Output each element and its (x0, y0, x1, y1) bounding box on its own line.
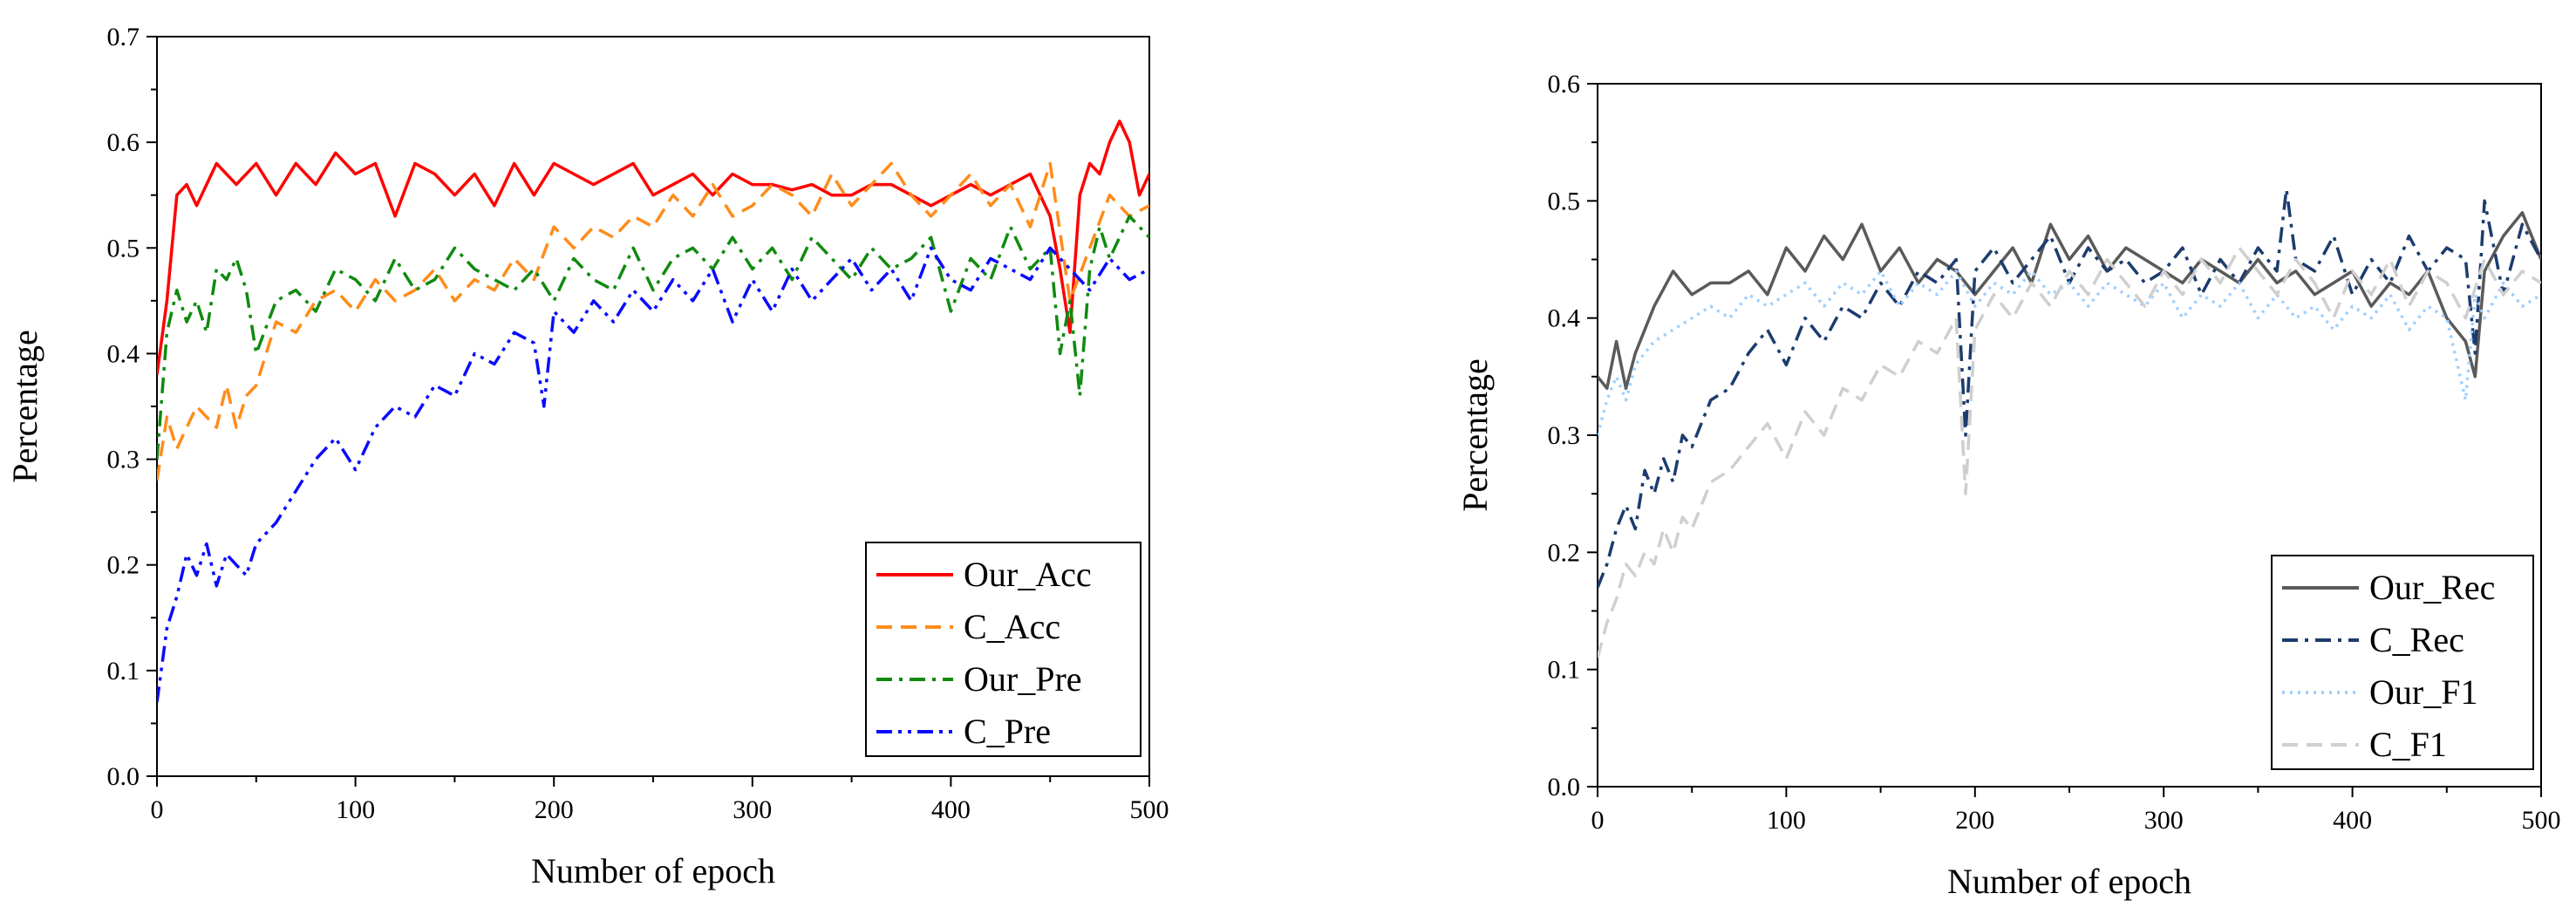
y-tick-label: 0.2 (1548, 538, 1581, 567)
series-line-our-acc (157, 119, 1149, 375)
series-line-c-rec (1598, 188, 2541, 589)
legend: Our_Acc C_Acc Our_Pre C_Pre (865, 542, 1141, 757)
legend-box (865, 542, 1141, 757)
x-tick-label: 500 (1130, 795, 1169, 824)
y-tick-label: 0.0 (107, 762, 140, 791)
legend-box (2271, 555, 2534, 770)
x-tick-label: 100 (336, 795, 375, 824)
x-tick-label: 400 (931, 795, 971, 824)
y-tick-label: 0.1 (1548, 656, 1581, 685)
y-tick-label: 0.7 (107, 23, 140, 51)
y-tick-label: 0.4 (107, 339, 140, 368)
legend-label: C_Pre (964, 712, 1051, 751)
y-axis-title: Percentage (5, 330, 44, 482)
y-tick-label: 0.5 (1548, 187, 1581, 215)
y-tick-label: 0.2 (107, 551, 140, 580)
y-tick-label: 0.3 (107, 446, 140, 474)
legend-label: C_F1 (2369, 725, 2447, 764)
x-axis-title: Number of epoch (531, 851, 775, 890)
y-tick-label: 0.0 (1548, 773, 1581, 801)
series-line-our-pre (157, 215, 1149, 460)
x-tick-label: 400 (2333, 806, 2372, 835)
accuracy-precision-chart: 0.0 0.1 0.2 0.3 0.4 0.5 0.6 0.7 0 100 200 300 400 500… (5, 23, 1169, 890)
recall-f1-chart: 0.0 0.1 0.2 0.3 0.4 0.5 0.6 0 100 200 300 400 500 Num… (1455, 70, 2561, 901)
legend-label: Our_Pre (964, 659, 1082, 699)
y-axis-title: Percentage (1455, 358, 1495, 511)
x-tick-label: 0 (1591, 806, 1605, 835)
x-tick-label: 300 (2144, 806, 2184, 835)
x-tick-label: 200 (535, 795, 574, 824)
x-tick-label: 100 (1767, 806, 1806, 835)
legend-label: C_Acc (964, 607, 1060, 646)
series-line-c-acc (157, 161, 1149, 481)
y-tick-label: 0.4 (1548, 304, 1581, 333)
x-tick-label: 500 (2522, 806, 2561, 835)
x-tick-label: 300 (733, 795, 772, 824)
y-tick-label: 0.1 (107, 657, 140, 686)
series-line-c-pre (157, 246, 1149, 703)
x-axis-title: Number of epoch (1947, 862, 2191, 901)
x-tick-label: 200 (1955, 806, 1994, 835)
legend: Our_Rec C_Rec Our_F1 C_F1 (2271, 555, 2534, 770)
legend-label: C_Rec (2369, 620, 2464, 659)
y-tick-label: 0.6 (107, 128, 140, 157)
legend-label: Our_Acc (964, 555, 1092, 594)
y-tick-label: 0.6 (1548, 70, 1581, 99)
x-tick-label: 0 (151, 795, 164, 824)
series-line-our-rec (1598, 211, 2541, 391)
legend-label: Our_F1 (2369, 672, 2477, 712)
legend-label: Our_Rec (2369, 568, 2495, 607)
y-tick-label: 0.3 (1548, 421, 1581, 450)
y-tick-label: 0.5 (107, 234, 140, 263)
series-line-c-f1 (1598, 246, 2541, 658)
series-line-our-f1 (1598, 269, 2541, 436)
